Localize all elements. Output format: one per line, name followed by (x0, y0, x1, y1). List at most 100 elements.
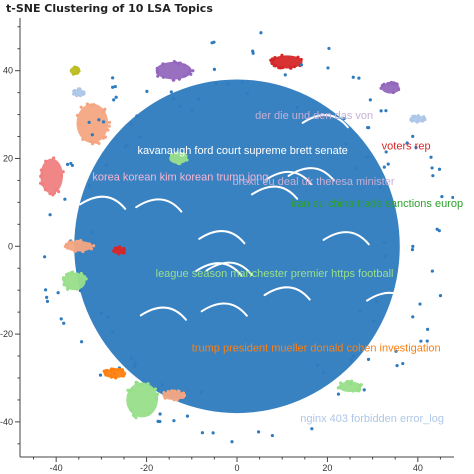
edge-point-33 (440, 195, 444, 199)
topic-label-7: trump president mueller donald cohen inv… (192, 343, 441, 355)
edge-point-28 (48, 213, 52, 217)
edge-point-6 (401, 361, 405, 366)
topic-label-2: voters rep (382, 141, 431, 153)
point-5-0-8 (299, 57, 303, 62)
topic-label-3: korea korean kim korean trump jong (92, 171, 268, 183)
point-1-0-6 (106, 128, 110, 132)
x-tick-label-4: 40 (413, 463, 423, 473)
point-1-0-17 (92, 140, 96, 144)
point-0-0-17 (321, 370, 326, 375)
cluster-1-2 (162, 391, 186, 400)
cluster-4-0 (155, 61, 192, 80)
point-0-0-19 (384, 181, 388, 185)
point-0-0-27 (90, 230, 95, 235)
edge-point-69 (43, 255, 47, 259)
y-tick-label-4: 40 (3, 66, 13, 76)
point-0-0-12 (382, 165, 386, 169)
point-1-0-4 (89, 139, 93, 143)
point-6-0-11 (109, 367, 114, 371)
point-3-3-10 (357, 388, 362, 392)
y-tick-label-3: 20 (3, 153, 13, 163)
point-2-0-14 (44, 159, 48, 163)
point-3-3-15 (350, 379, 354, 383)
point-clusters (38, 31, 454, 444)
y-tick-label-2: 0 (8, 241, 13, 251)
edge-point-48 (368, 98, 372, 102)
point-1-2-16 (176, 389, 180, 393)
point-1-1-15 (81, 249, 85, 254)
point-2-0-13 (61, 170, 65, 174)
point-1-0-14 (92, 102, 96, 107)
cluster-3-0 (62, 272, 86, 291)
point-1-1-3 (67, 240, 71, 244)
point-3-1-5 (150, 387, 154, 391)
point-7-1-7 (423, 118, 427, 122)
edge-point-29 (270, 433, 274, 438)
point-4-0-21 (171, 78, 175, 82)
edge-point-27 (394, 349, 398, 353)
edge-point-68 (430, 269, 434, 273)
edge-point-21 (362, 388, 366, 392)
edge-point-3 (70, 163, 74, 168)
edge-point-44 (87, 120, 91, 124)
point-4-1-13 (382, 82, 386, 86)
point-0-0-13 (135, 114, 139, 118)
topic-label-6: league season manchester premier https f… (156, 268, 394, 280)
point-3-1-18 (126, 388, 130, 392)
edge-point-17 (326, 66, 330, 70)
point-4-0-6 (161, 75, 165, 79)
edge-point-54 (185, 414, 190, 418)
edge-point-13 (113, 84, 117, 89)
edge-point-38 (437, 167, 442, 171)
point-1-2-4 (170, 389, 174, 393)
edge-point-39 (111, 85, 115, 89)
point-2-0-8 (59, 174, 63, 179)
point-0-0-56 (344, 142, 348, 146)
x-tick-label-1: -20 (140, 463, 153, 473)
point-0-0-45 (138, 135, 142, 139)
point-6-0-15 (104, 373, 108, 377)
point-3-2-13 (181, 153, 185, 157)
cluster-gap-6 (79, 195, 127, 210)
point-4-1-1 (379, 86, 383, 90)
point-5-0-14 (296, 55, 300, 59)
point-2-0-9 (41, 182, 45, 186)
edge-point-25 (426, 327, 430, 331)
point-0-0-42 (372, 319, 376, 323)
edge-point-24 (259, 31, 263, 35)
point-1-2-14 (163, 396, 167, 400)
point-0-0-2 (214, 82, 218, 86)
point-4-1-9 (391, 81, 396, 85)
point-0-0-20 (212, 67, 216, 71)
cluster-gap-1 (365, 291, 414, 307)
point-2-0-3 (54, 187, 58, 192)
point-0-0-24 (353, 166, 357, 170)
edge-point-26 (59, 317, 63, 321)
point-1-0-2 (97, 141, 101, 145)
edge-point-45 (310, 427, 314, 431)
cluster-gap-12 (287, 167, 335, 182)
point-4-0-16 (187, 70, 192, 74)
edge-point-42 (112, 98, 116, 102)
point-3-0-16 (79, 274, 84, 278)
topic-annotations: der die und den das von kavanaugh ford co… (92, 110, 463, 425)
cluster-6-0 (103, 369, 127, 378)
point-0-0-41 (366, 357, 371, 361)
edge-point-56 (97, 118, 101, 122)
point-0-0-16 (314, 111, 318, 115)
edge-point-43 (101, 120, 106, 124)
cluster-gap-10 (263, 286, 311, 301)
point-5-1-6 (112, 249, 116, 253)
cluster-gap-2 (139, 306, 187, 321)
point-0-0-25 (134, 361, 138, 365)
point-7-1-11 (416, 114, 420, 118)
edge-point-20 (45, 299, 50, 303)
point-1-0-19 (81, 137, 85, 141)
x-tick-label-3: 20 (322, 463, 332, 473)
point-3-1-17 (155, 393, 159, 397)
edge-point-15 (200, 431, 205, 435)
point-3-1-15 (140, 382, 144, 387)
point-1-0-1 (107, 124, 111, 128)
cluster-3-1 (126, 382, 158, 418)
point-4-1-5 (387, 81, 391, 86)
